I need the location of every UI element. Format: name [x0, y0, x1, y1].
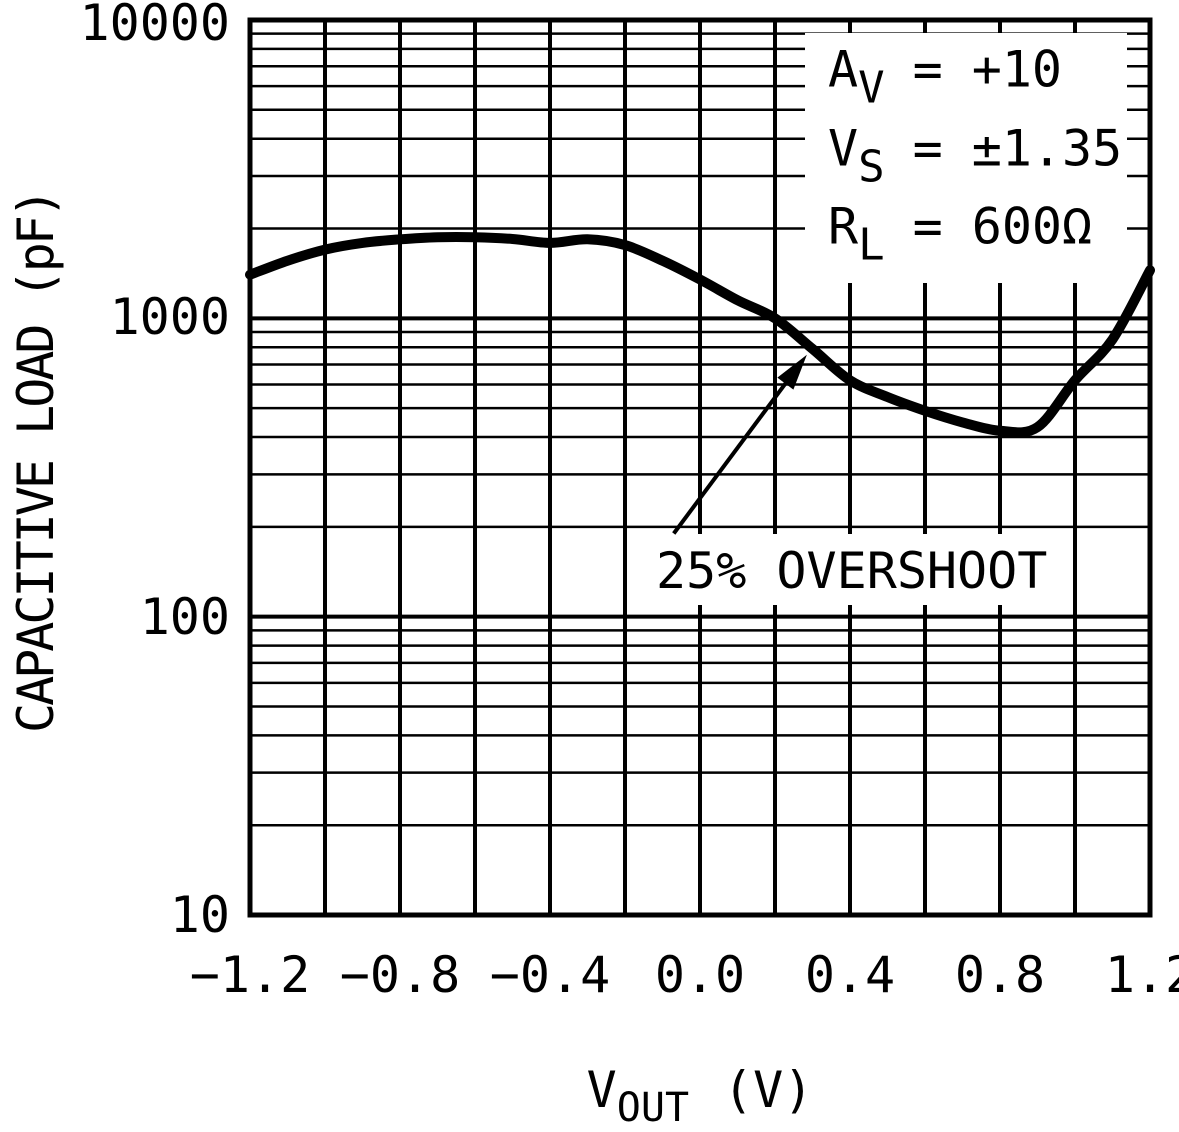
- x-tick-neg0p4: −0.4: [489, 946, 611, 1004]
- condition-gain-symbol: A: [828, 40, 859, 99]
- x-axis-title-base: V: [586, 1061, 617, 1119]
- x-tick-1p2: 1.2: [1104, 946, 1179, 1004]
- x-tick-0p8: 0.8: [954, 946, 1046, 1004]
- x-axis-title-subscript: OUT: [616, 1085, 690, 1131]
- x-tick-0p4: 0.4: [804, 946, 896, 1004]
- condition-supply: VS = ±1.35: [828, 124, 1122, 193]
- x-tick-0p0: 0.0: [654, 946, 746, 1004]
- equals-sign: =: [912, 197, 943, 256]
- condition-gain-subscript: V: [858, 62, 885, 114]
- y-tick-100: 100: [139, 588, 230, 646]
- condition-load-symbol: R: [828, 197, 859, 256]
- x-axis-title-unit: (V): [723, 1061, 814, 1119]
- y-tick-10000: 10000: [79, 0, 230, 52]
- equals-sign: =: [912, 40, 943, 99]
- overshoot-arrow: [672, 354, 807, 535]
- y-tick-1000: 1000: [109, 288, 230, 346]
- equals-sign: =: [912, 119, 943, 178]
- condition-supply-symbol: V: [828, 119, 859, 178]
- condition-load-value: 600Ω: [971, 197, 1093, 256]
- x-gridlines: [323, 20, 1077, 915]
- condition-supply-subscript: S: [858, 141, 885, 193]
- y-axis-title: CAPACITIVE LOAD (pF): [7, 190, 65, 734]
- condition-gain: AV = +10: [828, 45, 1062, 114]
- annotation-backdrop: [648, 534, 1060, 605]
- condition-gain-value: +10: [971, 40, 1063, 99]
- data-curve: [245, 231, 1155, 438]
- legend-backdrop: [805, 33, 1127, 283]
- y-tick-10: 10: [169, 886, 230, 944]
- x-tick-neg1p2: −1.2: [189, 946, 311, 1004]
- overshoot-annotation-label: 25% OVERSHOOT: [656, 542, 1048, 600]
- condition-load-subscript: L: [858, 219, 885, 271]
- plot-frame: [247, 17, 1153, 918]
- x-tick-neg0p8: −0.8: [339, 946, 461, 1004]
- condition-load: RL = 600Ω: [828, 202, 1092, 271]
- condition-supply-value: ±1.35: [971, 119, 1123, 178]
- x-axis-title: VOUT (V): [587, 1065, 814, 1131]
